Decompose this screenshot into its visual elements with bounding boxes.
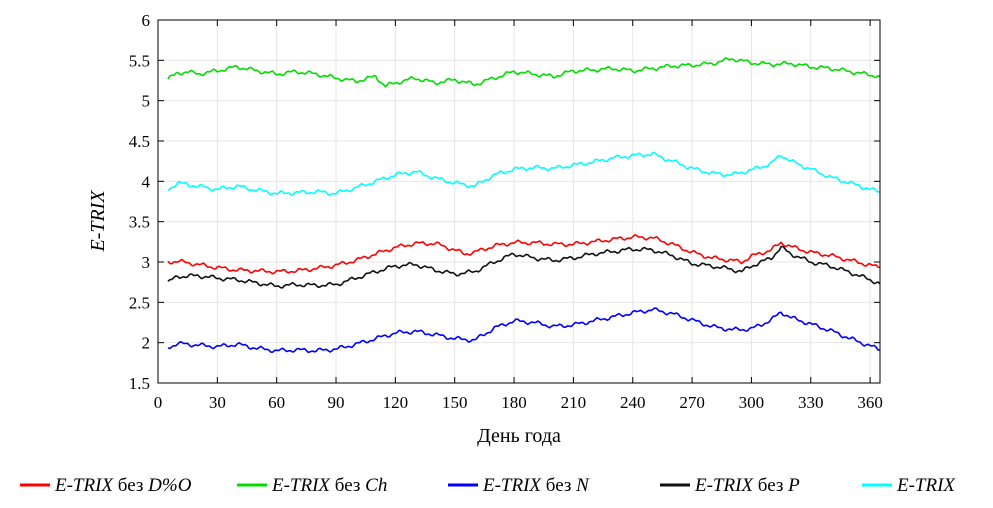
- x-tick-label: 300: [739, 393, 765, 412]
- x-tick-label: 360: [857, 393, 883, 412]
- legend-label-5: E-TRIX: [896, 475, 956, 496]
- x-tick-label: 0: [154, 393, 163, 412]
- series-line-5: [167, 151, 881, 196]
- x-tick-label: 180: [501, 393, 527, 412]
- x-tick-label: 90: [328, 393, 345, 412]
- y-tick-label: 2: [142, 334, 151, 353]
- x-tick-label: 60: [268, 393, 285, 412]
- legend: E-TRIX без D%O E-TRIX без Ch E-TRIX без N E…: [20, 475, 956, 496]
- y-tick-label: 6: [142, 11, 151, 30]
- y-axis-title: E-TRIX: [87, 190, 109, 253]
- legend-label-4: E-TRIX без P: [694, 475, 800, 496]
- y-tick-label: 5: [142, 92, 151, 111]
- x-tick-label: 330: [798, 393, 824, 412]
- y-tick-label: 3: [142, 253, 151, 272]
- x-axis-title: День года: [477, 425, 561, 447]
- y-tick-label: 4: [142, 172, 151, 191]
- legend-label-3: E-TRIX без N: [482, 475, 590, 496]
- legend-label-2: E-TRIX без Ch: [271, 475, 387, 496]
- x-tick-label: 240: [620, 393, 646, 412]
- x-tick-label: 30: [209, 393, 226, 412]
- series-line-3: [167, 307, 881, 354]
- y-tick-label: 4.5: [129, 132, 150, 151]
- plot-frame: [157, 19, 881, 384]
- tick-layer: 0 30 60 90 120 150 180 210 240 270 300 330 360 1.5 2 2.…: [129, 11, 883, 412]
- x-tick-label: 150: [442, 393, 468, 412]
- y-tick-label: 5.5: [129, 51, 150, 70]
- y-tick-label: 3.5: [129, 213, 150, 232]
- legend-label-1: E-TRIX без D%O: [54, 475, 192, 496]
- x-tick-label: 270: [679, 393, 705, 412]
- y-tick-label: 2.5: [129, 293, 150, 312]
- series-line-1: [167, 234, 881, 275]
- series-line-2: [167, 56, 881, 88]
- series-line-4: [167, 245, 881, 289]
- x-tick-label: 210: [561, 393, 587, 412]
- series-layer: [167, 56, 881, 354]
- x-tick-label: 120: [383, 393, 409, 412]
- grid-layer: [158, 20, 880, 383]
- y-tick-label: 1.5: [129, 374, 150, 393]
